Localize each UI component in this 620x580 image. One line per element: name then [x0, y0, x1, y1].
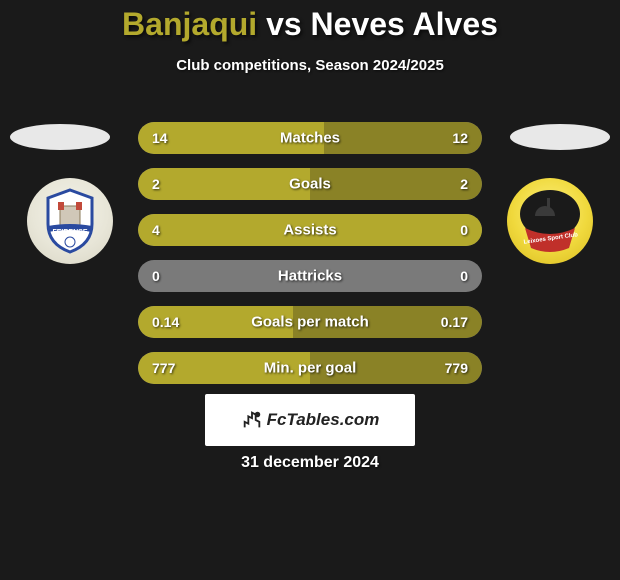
stat-value-p1: 2 — [152, 176, 160, 192]
stat-bar-p1 — [138, 168, 310, 200]
subtitle: Club competitions, Season 2024/2025 — [0, 57, 620, 74]
svg-text:FEIRENSE: FEIRENSE — [52, 229, 87, 236]
player1-name: Banjaqui — [122, 6, 257, 42]
stat-row: 2 Goals 2 — [138, 168, 482, 200]
stat-row: 4 Assists 0 — [138, 214, 482, 246]
stat-value-p2: 2 — [460, 176, 468, 192]
player2-name: Neves Alves — [311, 6, 498, 42]
fctables-logo-icon — [241, 409, 263, 431]
date-text: 31 december 2024 — [241, 454, 379, 472]
stat-row: 0.14 Goals per match 0.17 — [138, 306, 482, 338]
stat-value-p1: 4 — [152, 222, 160, 238]
stat-label: Assists — [283, 222, 336, 239]
stat-value-p2: 12 — [452, 130, 468, 146]
stat-value-p1: 0.14 — [152, 314, 179, 330]
stat-value-p1: 0 — [152, 268, 160, 284]
stat-row: 777 Min. per goal 779 — [138, 352, 482, 384]
player1-club-badge: FEIRENSE — [27, 178, 113, 264]
stat-label: Min. per goal — [264, 360, 357, 377]
stat-label: Matches — [280, 130, 340, 147]
feirense-crest-icon: FEIRENSE — [42, 188, 98, 254]
player2-club-badge: Leixoes Sport Club — [507, 178, 593, 264]
stat-value-p1: 777 — [152, 360, 175, 376]
stat-value-p2: 0 — [460, 268, 468, 284]
player2-oval-shadow — [510, 124, 610, 150]
stat-value-p2: 779 — [445, 360, 468, 376]
stat-value-p2: 0 — [460, 222, 468, 238]
player1-oval-shadow — [10, 124, 110, 150]
stat-value-p1: 14 — [152, 130, 168, 146]
brand-text: FcTables.com — [267, 410, 380, 430]
stat-row: 14 Matches 12 — [138, 122, 482, 154]
vs-text: vs — [266, 6, 302, 42]
leixoes-crest-icon: Leixoes Sport Club — [507, 178, 593, 264]
stat-label: Goals per match — [251, 314, 369, 331]
stat-label: Goals — [289, 176, 331, 193]
stats-table: 14 Matches 12 2 Goals 2 4 Assists 0 0 Hattricks 0 0.… — [138, 122, 482, 398]
comparison-title: Banjaqui vs Neves Alves — [0, 0, 620, 43]
stat-value-p2: 0.17 — [441, 314, 468, 330]
stat-bar-p2 — [310, 168, 482, 200]
stat-row: 0 Hattricks 0 — [138, 260, 482, 292]
stat-label: Hattricks — [278, 268, 342, 285]
brand-box: FcTables.com — [205, 394, 415, 446]
